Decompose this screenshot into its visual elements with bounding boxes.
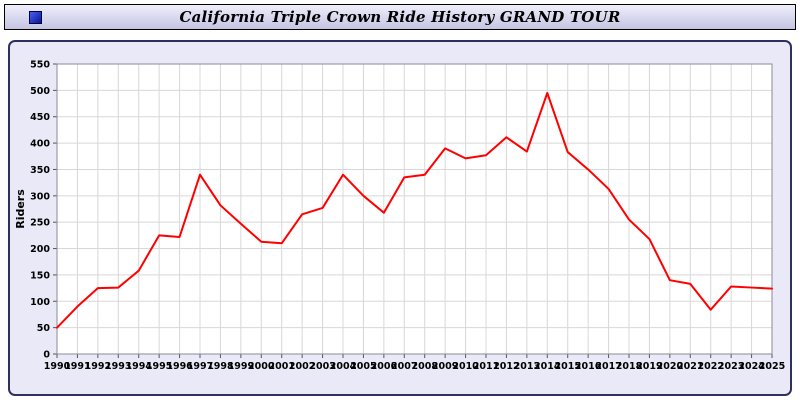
x-tick-label: 2006 <box>371 361 398 372</box>
x-tick-label: 1996 <box>166 361 193 372</box>
x-tick-label: 1997 <box>187 361 213 372</box>
x-tick-label: 2012 <box>493 361 519 372</box>
y-tick-label: 500 <box>30 86 50 97</box>
x-tick-label: 2001 <box>268 361 294 372</box>
x-tick-label: 2002 <box>289 361 315 372</box>
x-tick-label: 2020 <box>657 361 684 372</box>
x-tick-label: 2014 <box>534 361 561 372</box>
blue-square-icon <box>29 11 42 24</box>
x-tick-label: 2000 <box>248 361 275 372</box>
window-title: California Triple Crown Ride History GRA… <box>179 8 621 26</box>
y-tick-label: 400 <box>30 139 50 150</box>
x-tick-label: 2013 <box>514 361 540 372</box>
x-tick-label: 1990 <box>44 361 71 372</box>
y-tick-label: 450 <box>30 112 50 123</box>
x-tick-label: 2019 <box>636 361 662 372</box>
x-tick-label: 2010 <box>452 361 479 372</box>
chart-panel: 0 50 100 150 200 250 300 350 400 450 500 550 1990 199… <box>8 40 792 396</box>
x-tick-label: 2024 <box>738 361 765 372</box>
x-tick-label: 1994 <box>125 361 152 372</box>
y-tick-label: 0 <box>43 350 50 361</box>
x-tick-label: 2015 <box>554 361 580 372</box>
x-tick-label: 1993 <box>105 361 131 372</box>
x-tick-label: 2023 <box>718 361 744 372</box>
y-tick-label: 200 <box>30 244 50 255</box>
plot-border <box>56 63 773 355</box>
x-tick-label: 2021 <box>677 361 703 372</box>
riders-line <box>56 92 773 329</box>
y-axis-label: Riders <box>14 189 27 229</box>
x-tick-label: 2022 <box>697 361 723 372</box>
x-tick-label: 1998 <box>207 361 234 372</box>
plot-area <box>57 64 772 354</box>
x-tick-label: 1999 <box>228 361 254 372</box>
x-tick-label: 2017 <box>595 361 621 372</box>
line-chart: 0501001502002503003504004505005501990199… <box>14 60 785 373</box>
x-tick-label: 2025 <box>759 361 785 372</box>
y-tick-label: 50 <box>37 323 51 334</box>
x-tick-label: 2003 <box>309 361 335 372</box>
x-tick-label: 1991 <box>64 361 90 372</box>
x-tick-label: 2016 <box>575 361 602 372</box>
y-tick-label: 250 <box>30 218 50 229</box>
x-tick-label: 1992 <box>85 361 111 372</box>
y-tick-label: 350 <box>30 165 50 176</box>
x-tick-label: 2018 <box>616 361 643 372</box>
x-tick-label: 2009 <box>432 361 458 372</box>
x-tick-label: 2007 <box>391 361 417 372</box>
y-tick-label: 550 <box>30 60 50 71</box>
x-tick-label: 1995 <box>146 361 172 372</box>
x-tick-label: 2005 <box>350 361 376 372</box>
y-tick-label: 100 <box>30 297 50 308</box>
window-title-bar: California Triple Crown Ride History GRA… <box>4 4 796 30</box>
x-tick-label: 2011 <box>473 361 499 372</box>
x-tick-label: 2004 <box>330 361 357 372</box>
y-tick-label: 150 <box>30 270 50 281</box>
x-tick-label: 2008 <box>411 361 438 372</box>
y-tick-label: 300 <box>30 191 50 202</box>
